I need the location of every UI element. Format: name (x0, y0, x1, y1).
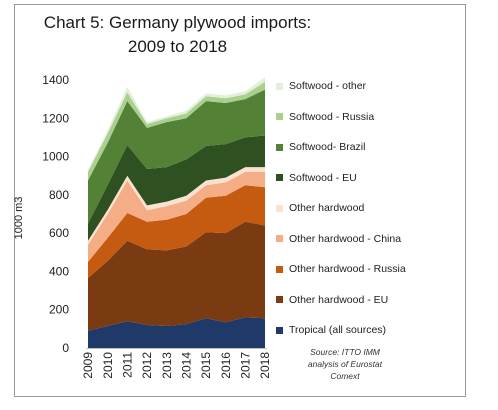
area-other-hardwood-china (88, 171, 265, 262)
y-tick-label: 600 (49, 226, 69, 240)
legend-swatch (276, 82, 283, 90)
legend-swatch (276, 204, 283, 212)
x-tick-label: 2012 (140, 352, 154, 379)
source-line-1: Source: ITTO IMM (310, 347, 380, 357)
y-tick-label: 1200 (42, 111, 69, 125)
area-other-hardwood-russia (88, 185, 265, 279)
source-line-3: Comext (330, 371, 360, 381)
legend-swatch (276, 174, 283, 181)
source-note: Source: ITTO IMM analysis of Eurostat Co… (300, 346, 390, 382)
x-tick-label: 2017 (239, 352, 253, 379)
legend-item-other-hardwood-china: Other hardwood - China (276, 231, 401, 247)
area-other-hardwood-eu (88, 221, 265, 331)
x-tick-label: 2014 (180, 352, 194, 379)
area-other-hardwood (88, 167, 265, 245)
legend-swatch (276, 113, 283, 120)
legend-item-other-hardwood: Other hardwood (276, 200, 364, 216)
x-tick-label: 2016 (219, 352, 233, 379)
legend-item-softwood-brazil: Softwood- Brazil (276, 139, 365, 155)
y-tick-label: 0 (62, 341, 69, 355)
legend-label: Other hardwood (289, 202, 365, 214)
x-tick-label: 2011 (121, 352, 135, 378)
legend-item-other-hardwood-russia: Other hardwood - Russia (276, 261, 406, 277)
area-softwood-brazil (88, 89, 265, 224)
area-softwood-russia (88, 81, 265, 181)
chart-title-block: Chart 5: Germany plywood imports: 2009 t… (0, 11, 355, 59)
y-tick-label: 400 (49, 264, 69, 278)
x-tick-label: 2018 (258, 352, 272, 379)
legend-swatch (276, 296, 283, 303)
area-tropical-all-sources (88, 317, 265, 348)
legend-swatch (276, 265, 283, 273)
legend-item-tropical-all-sources: Tropical (all sources) (276, 322, 386, 338)
legend-swatch (276, 326, 283, 334)
y-tick-label: 1400 (42, 73, 69, 87)
y-tick-label: 800 (49, 188, 69, 202)
source-line-2: analysis of Eurostat (307, 359, 383, 369)
legend-item-softwood-russia: Softwood - Russia (276, 109, 374, 125)
legend-label: Other hardwood - China (289, 232, 402, 245)
legend-item-softwood-eu: Softwood - EU (276, 170, 357, 186)
legend-label: Softwood - EU (289, 171, 357, 184)
legend-swatch (276, 235, 283, 242)
legend-swatch (276, 143, 283, 151)
legend-label: Softwood - other (289, 80, 367, 92)
x-tick-label: 2015 (199, 352, 213, 379)
legend-label: Tropical (all sources) (289, 324, 387, 336)
legend-label: Softwood- Brazil (289, 141, 366, 153)
chart-subtitle: 2009 to 2018 (127, 37, 228, 56)
y-tick-label: 1000 (42, 150, 69, 164)
legend-item-softwood-other: Softwood - other (276, 78, 366, 94)
legend-item-other-hardwood-eu: Other hardwood - EU (276, 292, 388, 308)
area-softwood-eu (88, 135, 265, 241)
y-tick-label: 200 (49, 303, 69, 317)
legend-label: Other hardwood - EU (289, 293, 389, 306)
x-tick-label: 2013 (160, 352, 174, 379)
x-tick-label: 2010 (101, 352, 115, 379)
legend-label: Other hardwood - Russia (289, 263, 406, 275)
legend-label: Softwood - Russia (289, 110, 375, 123)
chart-title: Chart 5: Germany plywood imports: (43, 13, 312, 32)
x-tick-label: 2009 (81, 352, 95, 379)
